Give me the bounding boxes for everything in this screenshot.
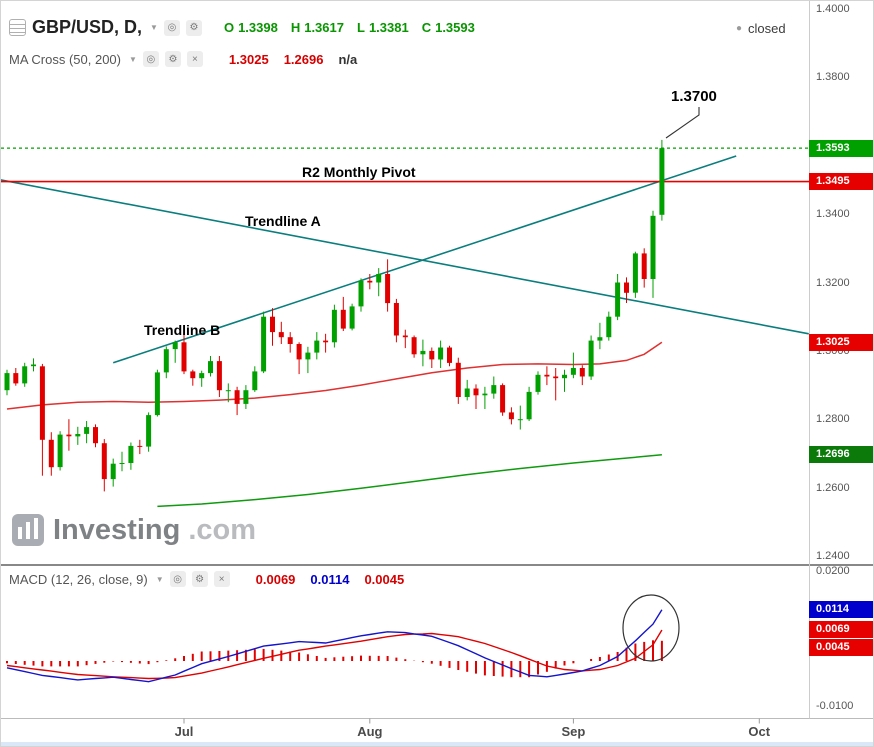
instrument-header: GBP/USD, D, ▼ ◎ ⚙ O 1.3398 H 1.3617 L 1.338… (9, 17, 475, 38)
market-status-label: closed (748, 21, 786, 36)
settings-icon[interactable]: ⚙ (164, 51, 181, 67)
time-scale-axis[interactable]: Jul Aug Sep Oct (1, 719, 873, 742)
ma-cross-values: 1.3025 1.2696 n/a (229, 52, 357, 67)
bottom-scrollbar[interactable] (1, 742, 873, 746)
market-status: ● closed (736, 21, 786, 36)
macd-badge: 0.0069 (809, 621, 873, 639)
price-tick: 1.3400 (816, 208, 850, 221)
ma-cross-header: MA Cross (50, 200) ▼ ◎ ⚙ × 1.3025 1.2696… (9, 51, 357, 67)
status-dot-icon: ● (736, 23, 743, 34)
price-tick: 1.3800 (816, 71, 850, 84)
macd-badge: 0.0114 (809, 601, 873, 619)
high-label: H (290, 20, 301, 35)
watermark: Investing .com (11, 513, 256, 547)
price-badge: 1.3495 (809, 173, 873, 191)
visibility-icon[interactable]: ◎ (169, 571, 186, 587)
open-label: O (223, 20, 235, 35)
macd-tick: 0.0200 (816, 565, 850, 577)
macd-histogram (6, 640, 663, 678)
watermark-name: Investing (53, 513, 181, 546)
macd-cross-circle (622, 594, 680, 662)
high-value: 1.3617 (304, 20, 344, 35)
price-callout-line (665, 107, 700, 139)
visibility-icon[interactable]: ◎ (142, 51, 159, 67)
macd-signal-header-value: 0.0045 (364, 571, 405, 587)
remove-icon[interactable]: × (186, 51, 203, 67)
watermark-domain: .com (188, 513, 256, 546)
price-scale-axis[interactable]: 1.40001.38001.36001.34001.32001.30001.28… (809, 1, 873, 742)
month-label: Jul (174, 724, 194, 739)
price-tick: 1.4000 (816, 3, 850, 15)
candlesticks (4, 139, 665, 492)
ma200-line (157, 454, 662, 508)
visibility-icon[interactable]: ◎ (163, 19, 180, 36)
price-tick: 1.2600 (816, 481, 850, 494)
month-label: Aug (357, 724, 383, 739)
low-value: 1.3381 (368, 20, 409, 35)
close-value: 1.3593 (435, 20, 475, 35)
open-value: 1.3398 (238, 20, 278, 35)
chevron-down-icon[interactable]: ▼ (150, 23, 158, 32)
close-label: C (421, 20, 432, 35)
symbol-title: GBP/USD, D, (32, 17, 143, 37)
ma-cross-label[interactable]: MA Cross (50, 200) (9, 51, 121, 67)
ohlc-values: O 1.3398 H 1.3617 L 1.3381 C 1.3593 (224, 20, 475, 35)
settings-icon[interactable]: ⚙ (185, 19, 202, 36)
price-tick: 1.2800 (816, 413, 850, 426)
macd-line (6, 609, 663, 683)
ma200-value: 1.2696 (283, 51, 324, 67)
macd-values: 0.0069 0.0114 0.0045 (256, 572, 405, 587)
price-tick: 1.2400 (816, 550, 850, 562)
macd-hist-header-value: 0.0069 (255, 571, 296, 587)
ma-cross-na: n/a (338, 51, 358, 67)
instrument-icon (9, 19, 26, 36)
remove-icon[interactable]: × (213, 571, 230, 587)
chevron-down-icon[interactable]: ▼ (155, 574, 164, 584)
macd-label[interactable]: MACD (12, 26, close, 9) (9, 571, 148, 587)
month-label: Oct (748, 724, 771, 739)
settings-icon[interactable]: ⚙ (191, 571, 208, 587)
chevron-down-icon[interactable]: ▼ (129, 54, 137, 64)
macd-tick: -0.0100 (816, 700, 854, 712)
investing-logo (12, 514, 44, 546)
price-badge: 1.3593 (809, 139, 873, 157)
macd-header: MACD (12, 26, close, 9) ▼ ◎ ⚙ × 0.0069 0… (9, 571, 404, 587)
price-badge: 1.3025 (809, 333, 873, 351)
low-label: L (356, 20, 365, 35)
ma50-value: 1.3025 (228, 51, 269, 67)
trendlines (1, 155, 809, 364)
macd-signal-line (6, 629, 663, 680)
macd-line-header-value: 0.0114 (310, 571, 350, 587)
price-badge: 1.2696 (809, 446, 873, 464)
price-tick: 1.3200 (816, 276, 850, 289)
macd-badge: 0.0045 (809, 639, 873, 657)
month-label: Sep (561, 724, 586, 739)
